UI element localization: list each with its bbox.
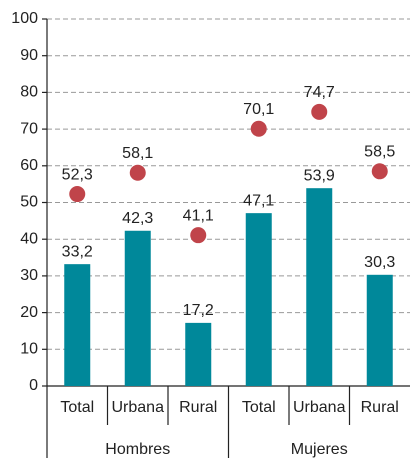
y-tick-label: 50	[20, 194, 38, 211]
group-label: Mujeres	[291, 441, 348, 458]
dot	[190, 227, 207, 244]
x-tick-label: Urbana	[293, 399, 346, 416]
bar-value-label: 33,2	[62, 243, 93, 260]
y-tick-label: 70	[20, 120, 38, 137]
bar	[64, 264, 91, 386]
dot	[311, 103, 328, 120]
bar	[245, 213, 272, 386]
bar-value-label: 53,9	[304, 167, 335, 184]
bar-value-label: 47,1	[243, 192, 274, 209]
y-tick-label: 60	[20, 157, 38, 174]
y-tick-label: 0	[29, 377, 38, 394]
dot	[129, 164, 146, 181]
dot-value-label: 41,1	[183, 207, 214, 224]
y-tick-label: 100	[11, 10, 38, 27]
dot	[250, 120, 267, 137]
x-tick-label: Total	[242, 399, 276, 416]
dot-value-label: 74,7	[304, 84, 335, 101]
dot-value-label: 70,1	[243, 101, 274, 118]
x-tick-label: Rural	[179, 399, 217, 416]
group-label: Hombres	[105, 441, 170, 458]
x-tick-label: Urbana	[112, 399, 165, 416]
y-tick-label: 90	[20, 47, 38, 64]
y-tick-label: 40	[20, 230, 38, 247]
dot-value-label: 58,1	[122, 145, 153, 162]
dot-value-label: 52,3	[62, 166, 93, 183]
y-tick-label: 20	[20, 304, 38, 321]
bar	[124, 230, 151, 386]
bar-value-label: 30,3	[364, 254, 395, 271]
dot-value-label: 58,5	[364, 144, 395, 161]
dot	[371, 163, 388, 180]
dot	[69, 186, 86, 203]
bar-value-label: 17,2	[183, 302, 214, 319]
bar	[366, 274, 393, 386]
bar	[306, 188, 333, 386]
bar	[185, 322, 212, 386]
y-tick-label: 30	[20, 267, 38, 284]
y-tick-label: 80	[20, 84, 38, 101]
bar-value-label: 42,3	[122, 210, 153, 227]
x-tick-label: Rural	[361, 399, 399, 416]
y-tick-label: 10	[20, 341, 38, 358]
x-tick-label: Total	[60, 399, 94, 416]
